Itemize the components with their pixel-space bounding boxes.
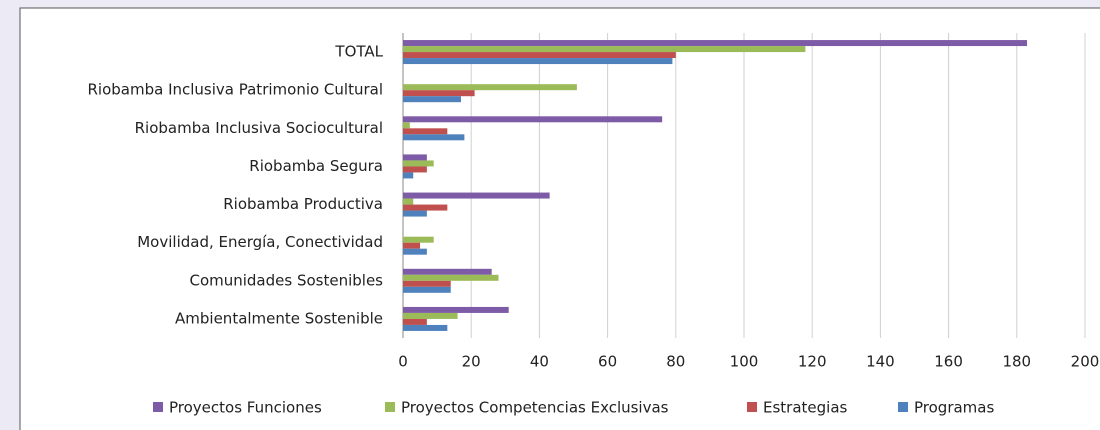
y-tick-label: Riobamba Inclusiva Sociocultural [135,119,383,137]
bar [403,204,448,211]
x-tick-label: 140 [866,353,895,371]
bar [403,160,434,167]
bar [403,90,475,97]
bar [403,306,509,313]
legend-label: Estrategias [763,399,848,417]
bar [403,324,448,331]
legend-label: Proyectos Competencias Exclusivas [401,399,669,417]
x-tick-label: 80 [666,353,685,371]
x-tick-label: 0 [398,353,408,371]
y-tick-label: Riobamba Segura [249,157,383,175]
bar [403,122,410,129]
bar [403,210,427,217]
y-tick-label: Movilidad, Energía, Conectividad [137,233,383,251]
x-tick-label: 180 [1002,353,1031,371]
bar [403,172,414,179]
bar [403,242,421,249]
bar [403,312,458,319]
bar [403,58,673,65]
legend-swatch [898,402,908,412]
legend-label: Programas [914,399,994,417]
bar [403,274,499,281]
x-tick-label: 60 [598,353,617,371]
bar [403,134,465,141]
bar [403,268,492,275]
bar [403,166,427,173]
x-tick-label: 40 [530,353,549,371]
bar [403,46,806,53]
legend-label: Proyectos Funciones [169,399,322,417]
chart-panel [19,7,1100,430]
bar [403,192,550,199]
bar [403,154,427,161]
bar [403,318,427,325]
legend-swatch [747,402,757,412]
bar [403,248,427,255]
y-tick-label: Ambientalmente Sostenible [175,309,383,327]
bar [403,96,461,103]
x-tick-label: 100 [730,353,759,371]
y-tick-label: TOTAL [334,43,383,61]
y-tick-label: Comunidades Sostenibles [189,271,383,289]
bar [403,280,451,287]
y-tick-label: Riobamba Inclusiva Patrimonio Cultural [88,81,384,99]
bar [403,84,577,91]
bar [403,128,448,135]
x-tick-label: 200 [1071,353,1100,371]
x-tick-label: 120 [798,353,827,371]
bar [403,286,451,293]
x-tick-label: 20 [462,353,481,371]
legend-swatch [385,402,395,412]
x-tick-label: 160 [934,353,963,371]
bar [403,198,414,205]
bar [403,116,663,123]
y-tick-label: Riobamba Productiva [223,195,383,213]
bar [403,40,1028,47]
bar [403,52,676,59]
bar [403,236,434,243]
legend-swatch [153,402,163,412]
